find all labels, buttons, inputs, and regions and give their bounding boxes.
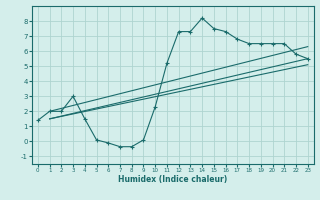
X-axis label: Humidex (Indice chaleur): Humidex (Indice chaleur) (118, 175, 228, 184)
